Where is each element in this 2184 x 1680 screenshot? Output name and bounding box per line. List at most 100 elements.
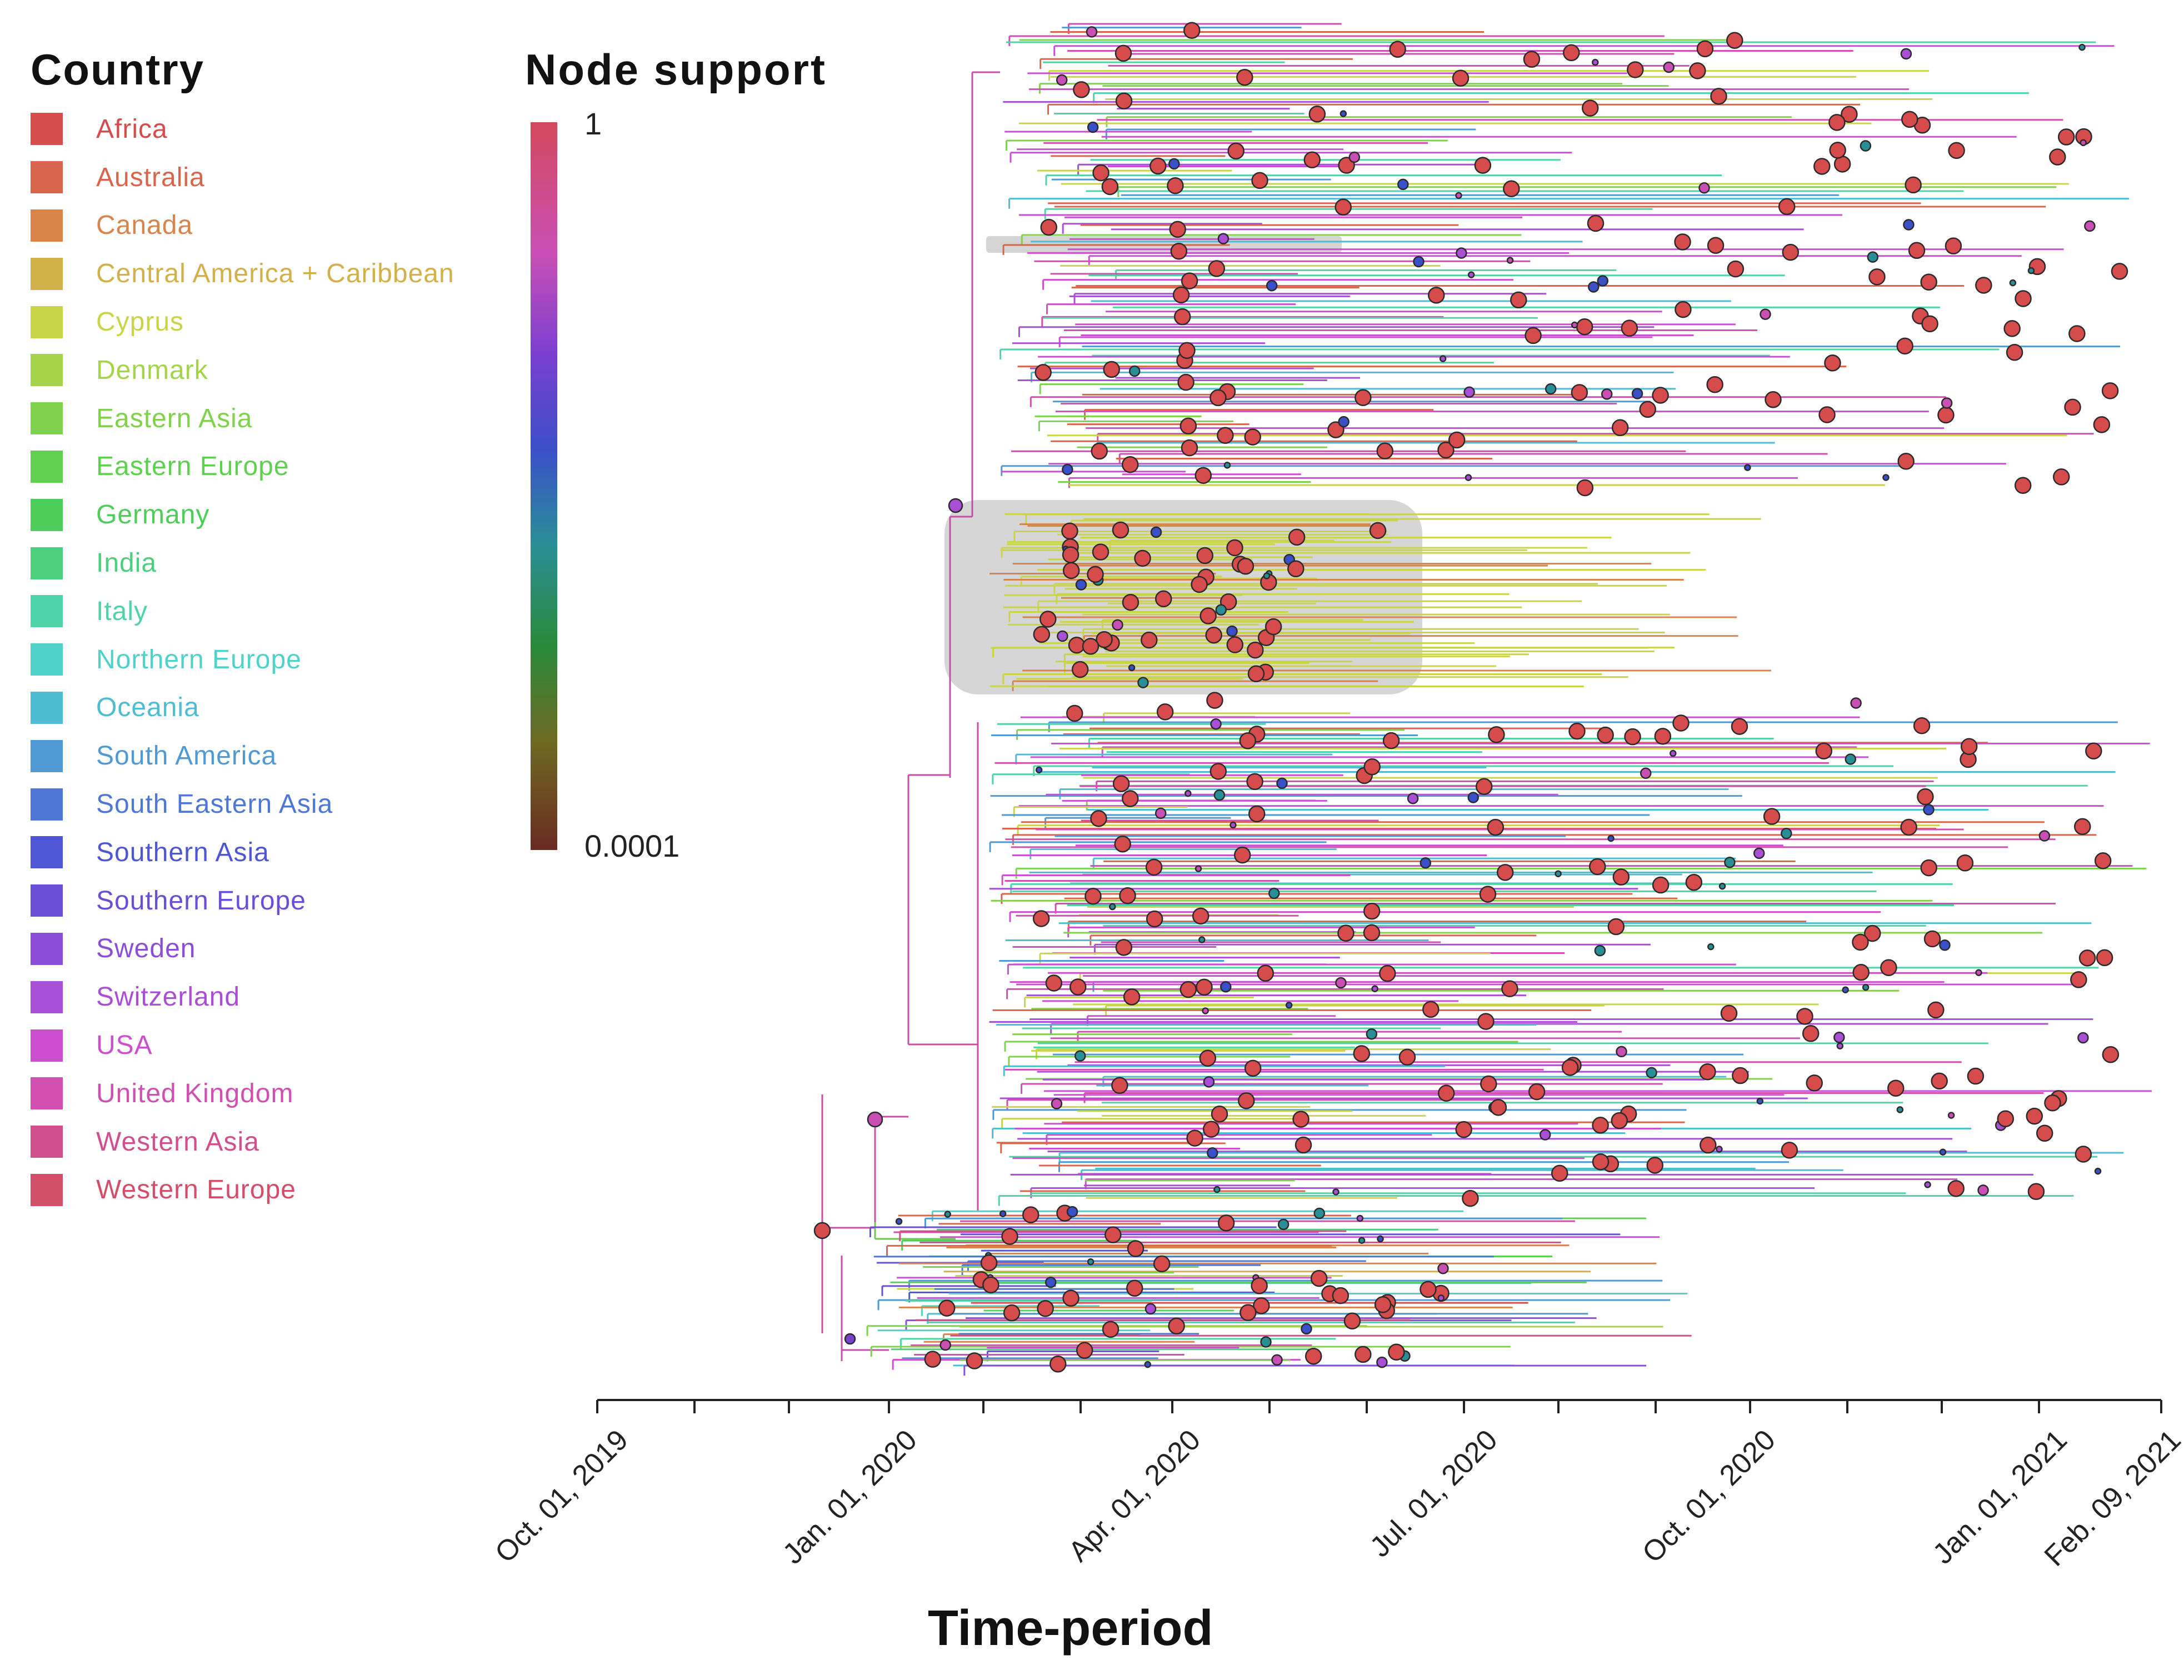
tree-node <box>1571 384 1588 401</box>
tree-node <box>1369 522 1387 539</box>
tree-node <box>1510 291 1527 309</box>
tree-node <box>1545 383 1557 395</box>
country-legend: Country Africa Australia Canada Central Ame… <box>31 44 531 1214</box>
tree-node <box>1917 788 1934 806</box>
tree-node <box>2111 263 2128 280</box>
tree-node <box>1292 1111 1310 1128</box>
tree-node <box>1841 106 1858 123</box>
legend-swatch <box>31 1029 63 1062</box>
tree-node <box>2014 477 2032 494</box>
tree-node <box>966 1352 983 1369</box>
tree-node <box>1842 986 1849 993</box>
tree-node <box>1456 247 1467 259</box>
tree-node <box>1069 978 1087 996</box>
tree-node <box>1090 810 1107 827</box>
tree-node <box>1076 1342 1093 1359</box>
tree-node <box>924 1351 942 1368</box>
tree-node <box>1220 981 1232 993</box>
tree-node <box>1388 1343 1405 1361</box>
tree-node <box>2101 382 2119 399</box>
tree-node <box>1271 1354 1283 1366</box>
tree-node <box>1003 1304 1021 1322</box>
tree-node <box>1265 618 1282 636</box>
tree-node <box>1685 873 1703 891</box>
legend-item: Central America + Caribbean <box>31 249 531 298</box>
tree-node <box>2038 830 2051 842</box>
tree-node <box>1765 391 1782 408</box>
legend-label: USA <box>96 1031 153 1061</box>
legend-label: Western Asia <box>96 1127 259 1157</box>
tree-node <box>1828 114 1846 131</box>
tree-node <box>1308 106 1326 123</box>
tree-node <box>1039 611 1057 628</box>
tree-node <box>2093 416 2111 433</box>
tree-node <box>1183 22 1201 39</box>
tree-node <box>944 1211 951 1218</box>
tree-node <box>1239 732 1257 749</box>
tree-node <box>1616 1046 1627 1058</box>
tree-node <box>1251 172 1268 189</box>
legend-label: South America <box>96 741 277 771</box>
legend-swatch <box>31 788 63 821</box>
tree-node <box>1092 543 1110 561</box>
tree-node <box>1111 1077 1128 1094</box>
tree-node <box>1134 549 1151 567</box>
tree-node <box>1001 1228 1018 1245</box>
legend-swatch <box>31 595 63 628</box>
tree-node <box>1227 142 1245 160</box>
tree-node <box>1921 315 1938 333</box>
legend-item: USA <box>31 1021 531 1069</box>
tree-node <box>1900 48 1912 60</box>
legend-swatch <box>31 498 63 531</box>
tree-node <box>1806 1074 1823 1092</box>
legend-swatch <box>31 257 63 290</box>
tree-node <box>1710 88 1727 105</box>
tree-node <box>1210 389 1227 407</box>
tree-node <box>1763 808 1781 825</box>
tree-node <box>1208 260 1226 277</box>
legend-label: Cyprus <box>96 307 184 337</box>
tree-node <box>1237 1092 1255 1109</box>
tree-node <box>2049 148 2066 166</box>
tree-node <box>1587 281 1600 293</box>
tree-node <box>1366 1028 1378 1040</box>
tree-node <box>1947 1112 1955 1119</box>
tree-node <box>1956 854 1974 872</box>
legend-label: Southern Asia <box>96 837 269 867</box>
tree-node <box>1376 442 1394 459</box>
tree-node <box>1829 142 1846 159</box>
tree-node <box>1931 1072 1948 1090</box>
tree-node <box>1305 1347 1322 1365</box>
tree-node <box>1074 1050 1086 1062</box>
tree-node <box>1561 1059 1579 1076</box>
node-support-max-label: 1 <box>584 106 602 141</box>
tree-node <box>1223 462 1231 469</box>
legend-item: Western Europe <box>31 1166 531 1214</box>
tree-node <box>1288 528 1306 546</box>
node-support-colorbar <box>531 122 557 850</box>
legend-swatch <box>31 836 63 869</box>
tree-node <box>1248 805 1266 823</box>
tree-node <box>1624 728 1641 746</box>
tree-node <box>2027 267 2035 274</box>
tree-node <box>1226 636 1244 653</box>
tree-node <box>1337 924 1355 942</box>
tree-node <box>1213 789 1226 801</box>
tree-node <box>1205 626 1222 644</box>
tree-node <box>1706 376 1723 393</box>
legend-swatch <box>31 113 63 146</box>
tree-node <box>1967 1067 1985 1085</box>
tree-node <box>1490 1099 1507 1116</box>
tree-node <box>1592 58 1599 66</box>
tree-node <box>1244 428 1261 446</box>
tree-node <box>1672 714 1690 732</box>
country-legend-items: Africa Australia Canada Central America + C… <box>31 105 531 1214</box>
tree-node <box>2057 128 2075 146</box>
tree-node <box>1612 868 1630 886</box>
tree-node <box>1071 661 1089 678</box>
tree-node <box>1802 1025 1820 1042</box>
tree-node <box>1112 775 1130 792</box>
tree-node <box>1195 467 1212 484</box>
tree-node <box>1353 1045 1371 1062</box>
tree-node <box>1639 401 1656 418</box>
